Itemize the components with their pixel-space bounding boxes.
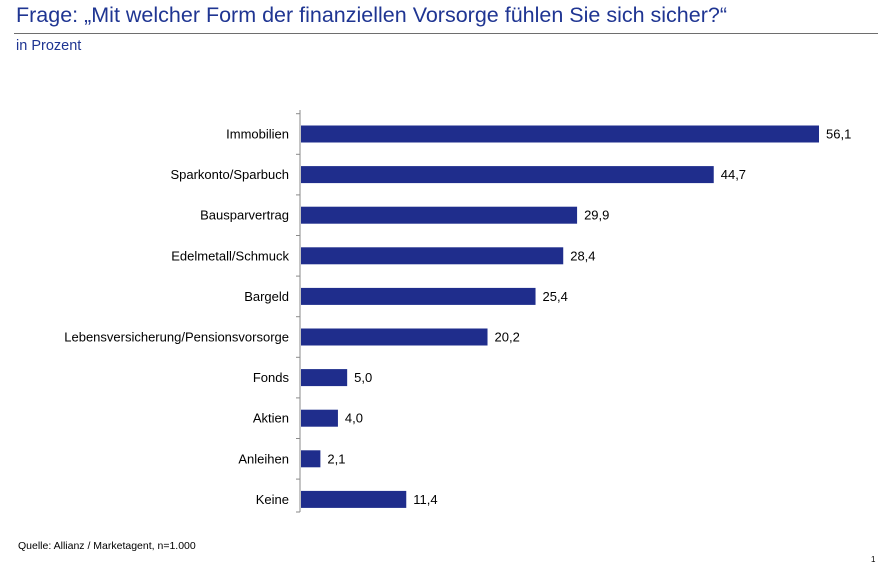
data-label: 2,1 [327, 451, 345, 466]
category-label: Fonds [253, 370, 290, 385]
source-note: Quelle: Allianz / Marketagent, n=1.000 [18, 540, 196, 552]
chart-title: Frage: „Mit welcher Form der finanzielle… [16, 3, 727, 27]
data-label: 28,4 [570, 248, 595, 263]
category-label: Keine [256, 492, 289, 507]
bar [301, 450, 321, 468]
data-label: 29,9 [584, 208, 609, 223]
data-label: 44,7 [721, 167, 746, 182]
category-label: Bargeld [244, 289, 289, 304]
page-number: 1 [871, 555, 876, 564]
bar [301, 206, 578, 224]
category-label: Bausparvertrag [200, 208, 289, 223]
data-label: 4,0 [345, 411, 363, 426]
bar [301, 287, 536, 305]
category-label: Sparkonto/Sparbuch [170, 167, 289, 182]
data-label: 11,4 [413, 492, 437, 507]
bar [301, 328, 488, 346]
bar [301, 125, 819, 143]
bar [301, 369, 348, 387]
category-label: Edelmetall/Schmuck [171, 248, 289, 263]
category-label: Lebensversicherung/Pensionsvorsorge [64, 330, 289, 345]
category-label: Anleihen [238, 451, 289, 466]
chart-subtitle: in Prozent [16, 38, 82, 54]
data-label: 56,1 [826, 127, 851, 142]
data-label: 5,0 [354, 370, 372, 385]
category-label: Immobilien [226, 127, 289, 142]
data-label: 25,4 [543, 289, 568, 304]
bar [301, 247, 564, 265]
data-label: 20,2 [495, 330, 520, 345]
bar [301, 490, 407, 508]
title-divider [14, 33, 878, 34]
bar [301, 166, 714, 184]
bar [301, 409, 338, 427]
category-label: Aktien [253, 411, 289, 426]
